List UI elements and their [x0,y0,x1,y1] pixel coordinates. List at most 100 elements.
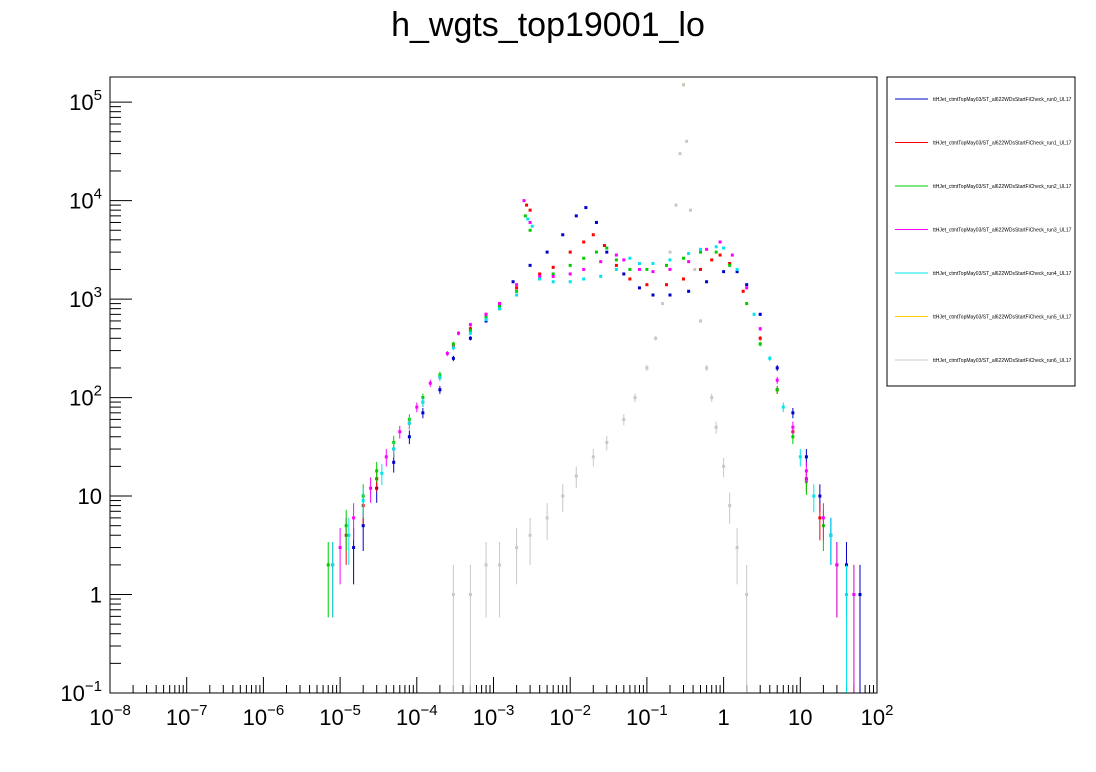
data-point [515,283,519,287]
data-point [498,307,502,311]
data-point [745,593,749,597]
data-point [530,224,534,228]
data-point [545,516,549,520]
data-point [344,524,348,528]
data-point [645,267,649,271]
data-point [654,336,658,340]
data-point [574,214,578,218]
data-point [687,289,691,293]
data-point [852,593,856,597]
data-point [375,469,379,473]
data-point [392,460,396,464]
x-tick-label: 102 [861,702,894,730]
data-point [484,318,488,322]
data-point [637,261,641,265]
data-point [835,563,839,567]
data-point [451,346,455,350]
data-point [804,469,808,473]
legend-label: ttHJet_ctmtTopMay03/ST_al622WDsStartFiCh… [933,141,1072,147]
data-marks [326,83,862,693]
data-point [438,388,442,392]
data-point [561,494,565,498]
data-point [681,83,685,87]
data-point [688,208,692,212]
data-point [582,267,586,271]
legend-label: ttHJet_ctmtTopMay03/ST_al622WDsStartFiCh… [933,184,1072,190]
data-point [599,260,603,264]
y-tick-label: 103 [69,284,102,312]
data-point [791,425,795,429]
data-point [714,250,718,254]
data-point [522,199,526,203]
legend-label: ttHJet_ctmtTopMay03/ST_al622WDsStartFiCh… [933,315,1072,321]
data-point [661,302,665,306]
tick-labels: 10−8 10−7 10−6 10−5 10−4 10−3 10−2 10−1 1 10 102 10… [60,87,893,730]
chart-title: h_wgts_top19001_lo [391,6,705,44]
data-point [407,421,411,425]
x-tick-label: 10−6 [243,702,285,730]
x-tick-label: 10−8 [89,702,131,730]
data-point [758,327,762,331]
data-point [722,246,726,250]
legend-label: ttHJet_ctmtTopMay03/ST_al622WDsStartFiCh… [933,271,1072,277]
data-point [428,381,432,385]
data-point [384,455,388,459]
data-point [664,283,668,287]
data-point [722,464,726,468]
data-point [515,293,519,297]
data-point [526,217,530,221]
data-point [699,267,703,271]
x-tick-label: 10−1 [626,702,668,730]
data-point [380,471,384,475]
data-point [605,246,609,250]
data-point [584,206,588,210]
data-point [568,263,572,267]
data-point [628,256,632,260]
data-point [614,253,618,257]
data-point [718,253,722,257]
data-point [651,261,655,265]
data-point [468,593,472,597]
data-point [818,494,822,498]
data-point [804,455,808,459]
data-point [758,342,762,346]
data-point [614,258,618,262]
data-point [421,411,425,415]
data-point [605,250,609,254]
data-point [326,563,330,567]
data-point [678,152,682,156]
data-point [484,563,488,567]
series-3 [338,199,856,693]
data-point [674,203,678,207]
x-tick-label: 10 [788,705,812,730]
data-point [515,286,519,290]
data-point [728,504,732,508]
y-tick-label: 1 [90,583,102,608]
x-tick-label: 10−3 [473,702,515,730]
data-point [602,244,606,248]
plot-frame [109,76,878,694]
data-point [614,267,618,271]
data-point [714,245,718,249]
data-point [445,352,449,356]
data-point [829,533,833,537]
y-tick-label: 102 [69,383,102,411]
data-point [421,400,425,404]
data-point [735,546,739,550]
data-point [361,524,365,528]
data-point [693,267,697,271]
x-tick-label: 10−5 [319,702,361,730]
data-point [798,455,802,459]
data-point [545,250,549,254]
data-point [633,396,637,400]
data-point [498,563,502,567]
data-point [457,331,461,335]
data-point [538,274,542,278]
data-point [718,240,722,244]
data-point [347,533,351,537]
data-point [645,283,649,287]
axis-ticks [109,101,878,694]
data-point [821,516,825,520]
data-point [699,247,703,251]
